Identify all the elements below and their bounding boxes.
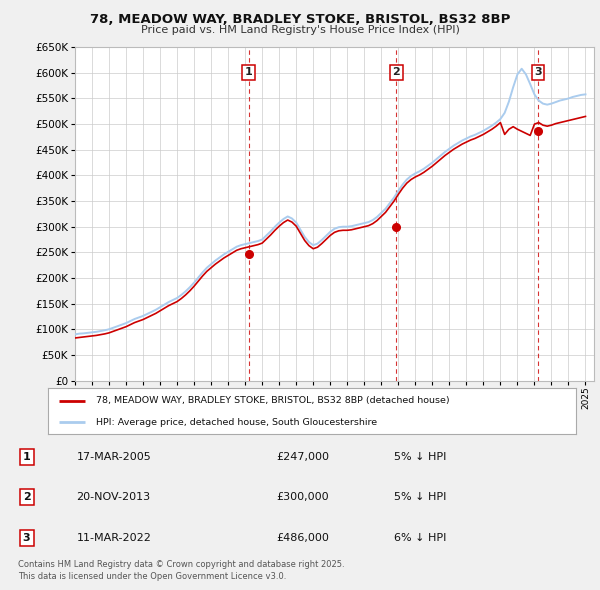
Text: Contains HM Land Registry data © Crown copyright and database right 2025.
This d: Contains HM Land Registry data © Crown c… [18, 560, 344, 581]
Text: 2: 2 [392, 67, 400, 77]
Text: 78, MEADOW WAY, BRADLEY STOKE, BRISTOL, BS32 8BP (detached house): 78, MEADOW WAY, BRADLEY STOKE, BRISTOL, … [95, 396, 449, 405]
Text: 20-NOV-2013: 20-NOV-2013 [77, 493, 151, 502]
Text: £247,000: £247,000 [277, 452, 329, 462]
Text: 78, MEADOW WAY, BRADLEY STOKE, BRISTOL, BS32 8BP: 78, MEADOW WAY, BRADLEY STOKE, BRISTOL, … [90, 13, 510, 26]
Text: 6% ↓ HPI: 6% ↓ HPI [394, 533, 446, 543]
Text: HPI: Average price, detached house, South Gloucestershire: HPI: Average price, detached house, Sout… [95, 418, 377, 427]
Text: 17-MAR-2005: 17-MAR-2005 [77, 452, 151, 462]
Text: Price paid vs. HM Land Registry's House Price Index (HPI): Price paid vs. HM Land Registry's House … [140, 25, 460, 35]
Text: 3: 3 [23, 533, 31, 543]
Text: 11-MAR-2022: 11-MAR-2022 [77, 533, 151, 543]
Text: 1: 1 [245, 67, 253, 77]
Text: 5% ↓ HPI: 5% ↓ HPI [394, 452, 446, 462]
Text: 5% ↓ HPI: 5% ↓ HPI [394, 493, 446, 502]
Text: 1: 1 [23, 452, 31, 462]
Text: £300,000: £300,000 [277, 493, 329, 502]
Text: £486,000: £486,000 [277, 533, 329, 543]
Text: 2: 2 [23, 493, 31, 502]
Text: 3: 3 [534, 67, 542, 77]
